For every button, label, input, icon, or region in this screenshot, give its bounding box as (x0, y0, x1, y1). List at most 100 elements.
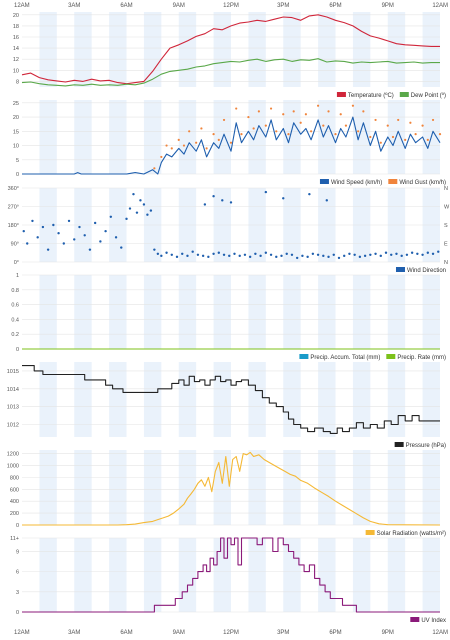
data-point (410, 251, 414, 254)
data-point (78, 225, 81, 229)
compass-tick-label: S (444, 223, 448, 229)
data-point (217, 251, 221, 254)
wind-chart: 25 20 15 10 5 0 Wind Gust (km/h) Wind Speed (km… (13, 100, 446, 186)
data-point (295, 256, 299, 260)
data-point (177, 138, 180, 141)
data-point (235, 107, 238, 110)
time-band (74, 362, 92, 437)
y-tick-label: 18 (13, 24, 19, 30)
uv-chart: 11+ 9 6 3 0 UV Index (10, 536, 446, 624)
time-band (143, 362, 162, 437)
bottom-time-label: 9AM (173, 630, 185, 636)
bottom-time-label: 6AM (120, 630, 132, 636)
time-band (39, 100, 57, 174)
data-point (120, 246, 123, 249)
time-band (143, 275, 162, 349)
data-point (88, 248, 92, 251)
data-point (128, 207, 132, 210)
data-point (304, 113, 307, 116)
time-band (248, 362, 266, 437)
data-point (421, 124, 424, 127)
data-point (212, 195, 215, 198)
legend-label: Temperature (ºC) (348, 92, 394, 99)
legend-swatch (336, 92, 346, 97)
time-band (213, 12, 231, 87)
data-point (36, 236, 39, 239)
data-point (308, 192, 311, 196)
data-point (363, 254, 367, 258)
data-point (243, 253, 247, 257)
y-tick-label: 1200 (7, 452, 19, 458)
compass-tick-label: E (444, 242, 448, 248)
legend-swatch (410, 617, 420, 622)
y-tick-label: 180° (8, 223, 19, 229)
time-band (178, 275, 197, 349)
time-band (74, 538, 92, 612)
time-band (248, 100, 266, 174)
data-point (339, 113, 342, 116)
top-time-label: 3AM (68, 3, 80, 9)
data-point (175, 255, 179, 259)
time-band (422, 450, 440, 525)
time-band (248, 450, 266, 525)
legend-label: Precip. Rate (mm) (397, 355, 446, 361)
data-point (233, 252, 236, 255)
y-tick-label: 11+ (10, 536, 19, 542)
data-point (374, 252, 377, 255)
data-point (327, 255, 330, 259)
time-band (178, 12, 197, 87)
precipitation-chart: 1 0.8 0.6 0.4 0.2 0 Precip. Rate (mm) Precip. A… (11, 273, 446, 361)
data-point (212, 252, 215, 255)
y-tick-label: 400 (10, 499, 19, 505)
time-band (318, 538, 336, 612)
top-time-label: 9PM (382, 3, 394, 9)
data-point (170, 147, 173, 150)
data-point (153, 167, 156, 170)
data-point (142, 203, 146, 206)
top-time-axis: 12AM 3AM 6AM 9AM 12PM 3PM 6PM 9PM 12AM (14, 3, 448, 9)
y-tick-label: 15 (13, 129, 19, 135)
data-point (247, 115, 250, 119)
data-point (26, 242, 29, 245)
legend-label: Precip. Accum. Total (mm) (310, 355, 380, 361)
time-band (318, 450, 336, 525)
time-band (74, 100, 92, 174)
data-point (426, 251, 430, 254)
y-tick-label: 270° (8, 205, 19, 211)
time-band (109, 450, 127, 525)
data-point (334, 133, 337, 136)
time-band (283, 100, 301, 174)
legend-swatch (319, 179, 329, 184)
data-point (390, 253, 393, 257)
time-band (248, 538, 266, 612)
data-point (229, 201, 233, 204)
time-band (109, 362, 127, 437)
data-point (57, 232, 60, 235)
legend-swatch (388, 179, 398, 184)
series-line (21, 14, 440, 85)
y-tick-label: 1014 (7, 387, 19, 393)
top-time-label: 12AM (14, 3, 30, 9)
data-point (316, 104, 320, 107)
time-band (213, 538, 231, 612)
y-tick-label: 14 (13, 46, 19, 52)
legend-swatch (299, 354, 309, 359)
data-point (327, 110, 330, 113)
data-point (109, 215, 113, 218)
bottom-time-axis: 12AM 3AM 6AM 9AM 12PM 3PM 6PM 9PM 12AM (14, 630, 448, 636)
time-band (352, 538, 371, 612)
bottom-time-label: 12PM (223, 630, 239, 636)
time-band (352, 275, 371, 349)
data-point (431, 252, 435, 255)
legend-label: Wind Gust (km/h) (399, 180, 446, 186)
data-point (254, 252, 257, 255)
data-point (358, 255, 362, 259)
data-point (170, 253, 173, 257)
time-band (387, 275, 406, 349)
data-point (282, 197, 285, 200)
series-line (22, 365, 440, 434)
data-point (306, 255, 309, 259)
time-band (74, 450, 92, 525)
data-point (311, 252, 315, 255)
data-point (99, 240, 102, 243)
